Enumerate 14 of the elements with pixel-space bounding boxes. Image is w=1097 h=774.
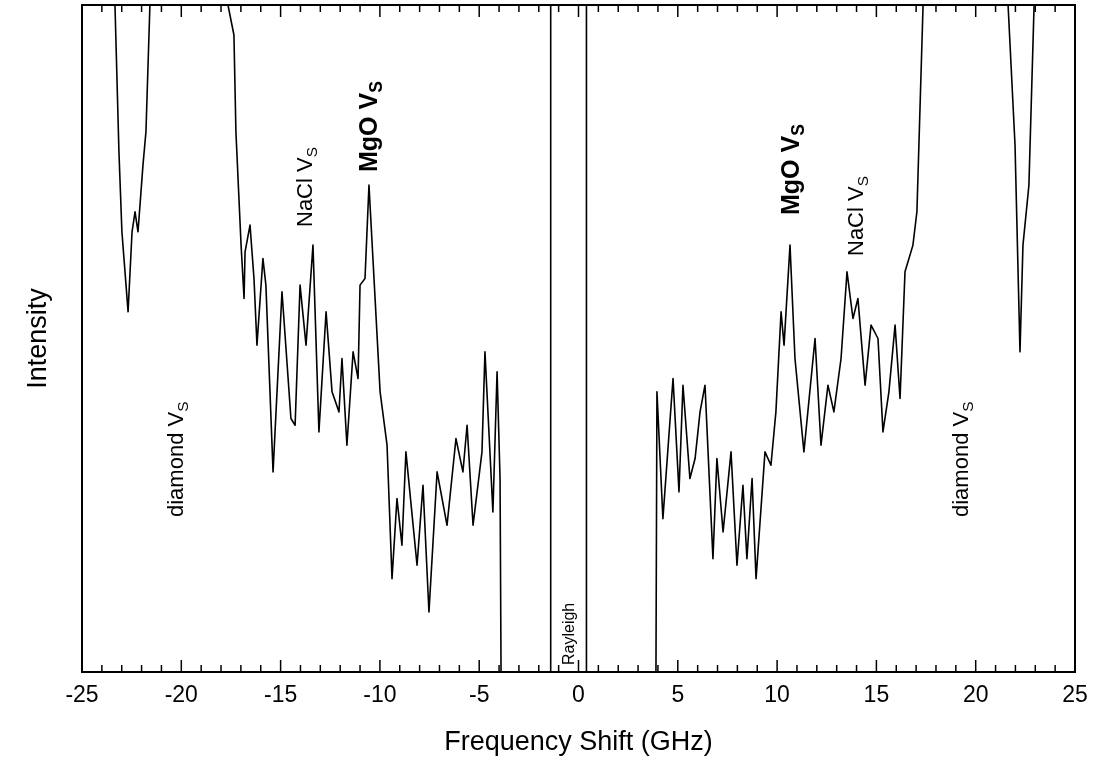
x-tick-label: -25 bbox=[65, 681, 99, 707]
x-tick-label: 10 bbox=[764, 681, 790, 707]
x-axis-title: Frequency Shift (GHz) bbox=[444, 726, 713, 756]
annotation: Rayleigh bbox=[560, 602, 578, 665]
x-tick-label: -20 bbox=[164, 681, 198, 707]
y-axis-title: Intensity bbox=[22, 287, 52, 389]
x-tick-label: 20 bbox=[962, 681, 989, 707]
x-tick-label: 5 bbox=[671, 681, 685, 707]
x-tick-label: -10 bbox=[363, 681, 397, 707]
x-tick-label: 0 bbox=[572, 681, 585, 707]
x-tick-label: 15 bbox=[863, 681, 890, 707]
x-tick-label: -15 bbox=[263, 681, 298, 707]
x-tick-label: -5 bbox=[468, 681, 490, 707]
x-tick-label: 25 bbox=[1062, 681, 1088, 707]
